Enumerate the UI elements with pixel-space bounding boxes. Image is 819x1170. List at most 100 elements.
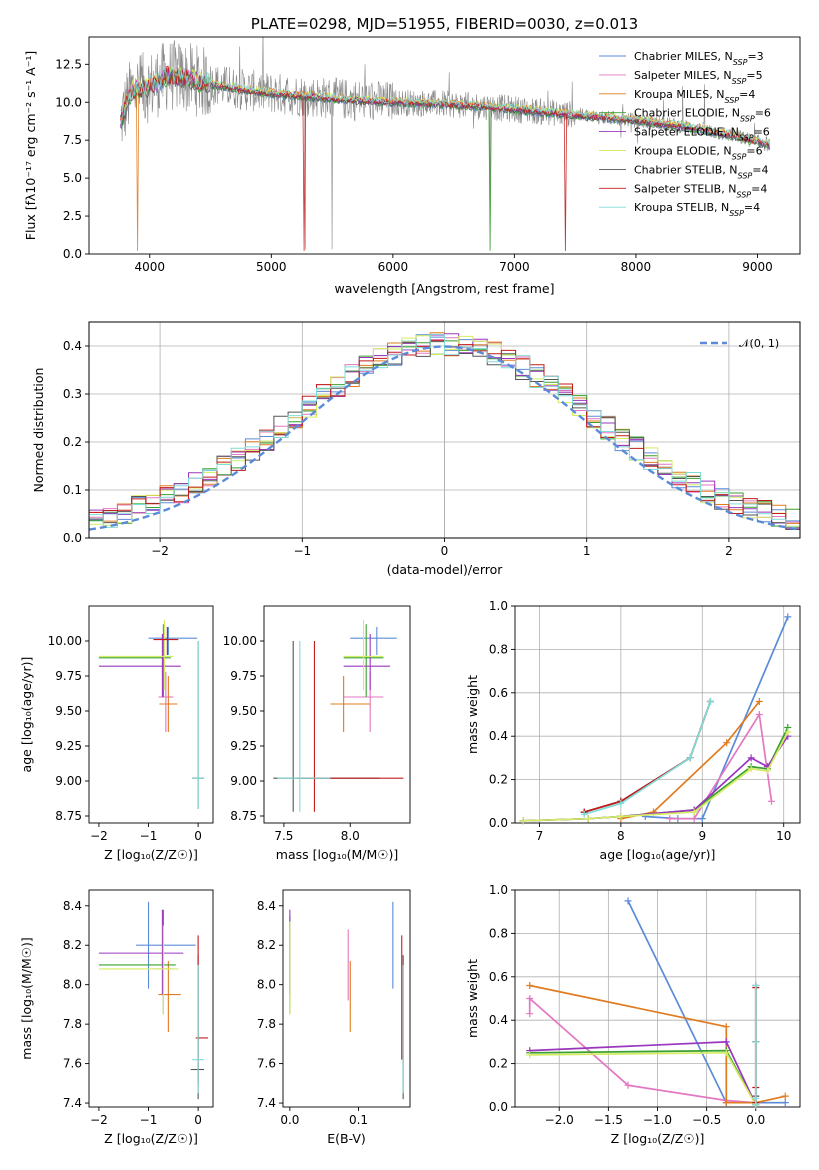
plus-marker bbox=[752, 1094, 760, 1102]
mass-weight-line bbox=[583, 701, 712, 813]
x-axis-label: Z [log₁₀(Z/Z☉)] bbox=[611, 1131, 705, 1146]
plus-marker bbox=[752, 1038, 760, 1046]
x-tick-label: 0 bbox=[194, 829, 202, 843]
histograms bbox=[89, 332, 800, 531]
y-tick-label: 7.6 bbox=[63, 1057, 82, 1071]
legend-subscript: SSP bbox=[740, 114, 755, 123]
error-bars bbox=[289, 901, 404, 1100]
legend-subscript: SSP bbox=[733, 58, 748, 67]
chart-title: PLATE=0298, MJD=51955, FIBERID=0030, z=0… bbox=[251, 15, 638, 33]
x-tick-label: −1 bbox=[140, 829, 158, 843]
x-tick-label: −0.5 bbox=[692, 1113, 721, 1127]
error-bars bbox=[98, 901, 209, 1100]
mass-weight-line bbox=[583, 701, 712, 816]
legend-subscript: SSP bbox=[732, 152, 747, 161]
plus-marker bbox=[617, 812, 625, 820]
legend-suffix: =4 bbox=[752, 163, 768, 176]
y-tick-label: 2.5 bbox=[63, 209, 82, 223]
axes-frame bbox=[88, 889, 214, 1108]
y-tick-label: 0.4 bbox=[489, 1013, 508, 1027]
x-tick-label: 9000 bbox=[742, 260, 773, 274]
panel-age-vs-Z: −2 −1 0 8.75 9.00 9.25 9.50 9.75 10.00 Z [log₁₀(Z… bbox=[19, 605, 214, 862]
axes-frame bbox=[514, 605, 801, 824]
mass-weight-line bbox=[529, 1051, 757, 1106]
legend-subscript: SSP bbox=[729, 209, 744, 218]
legend-entry: Kroupa STELIB, NSSP=4 bbox=[634, 201, 760, 218]
plus-marker bbox=[526, 1051, 534, 1059]
axes-frame bbox=[88, 605, 214, 824]
y-tick-label: 9.75 bbox=[230, 669, 257, 683]
legend-suffix: =6 bbox=[746, 145, 762, 158]
legend-name: Chabrier ELODIE, N bbox=[634, 107, 740, 120]
y-tick-label: 0.6 bbox=[489, 686, 508, 700]
x-tick-label: 9 bbox=[698, 829, 706, 843]
plus-marker bbox=[784, 613, 792, 621]
mass-weight-line bbox=[523, 731, 789, 822]
mass-weight-line bbox=[583, 701, 712, 813]
x-tick-label: −2 bbox=[90, 1113, 108, 1127]
y-axis-label: Normed distribution bbox=[31, 368, 46, 493]
y-tick-label: 0.2 bbox=[489, 1057, 508, 1071]
y-tick-label: 0.2 bbox=[489, 773, 508, 787]
legend-suffix: =5 bbox=[746, 69, 762, 82]
legend-entry: Kroupa MILES, NSSP=4 bbox=[634, 88, 755, 105]
legend-entry: Chabrier ELODIE, NSSP=6 bbox=[634, 107, 771, 124]
plus-marker bbox=[747, 765, 755, 773]
plus-marker bbox=[526, 995, 534, 1002]
y-tick-label: 0.8 bbox=[489, 926, 508, 940]
legend-subscript: SSP bbox=[724, 95, 739, 104]
plus-marker bbox=[706, 697, 714, 705]
plus-marker bbox=[768, 797, 775, 805]
y-tick-label: 9.75 bbox=[55, 669, 82, 683]
legend-suffix: =6 bbox=[754, 126, 770, 139]
y-axis-label: mass weight bbox=[465, 959, 480, 1038]
model-spectrum-line bbox=[120, 67, 770, 146]
legend-suffix: =4 bbox=[751, 182, 767, 195]
histogram-step bbox=[89, 333, 800, 528]
plus-marker bbox=[584, 815, 592, 823]
y-tick-label: 8.75 bbox=[55, 809, 82, 823]
x-tick-label: 0 bbox=[194, 1113, 202, 1127]
plus-marker bbox=[666, 815, 674, 823]
error-bars bbox=[273, 620, 404, 812]
y-axis-label: mass [log₁₀(M/M☉)] bbox=[19, 937, 34, 1059]
y-tick-label: 0.0 bbox=[489, 1100, 508, 1114]
y-tick-label: 0.0 bbox=[63, 247, 82, 261]
y-tick-label: 9.50 bbox=[55, 704, 82, 718]
y-axis-label: age [log₁₀(age/yr)] bbox=[19, 657, 34, 773]
plus-marker bbox=[763, 767, 771, 775]
plus-marker bbox=[624, 1081, 632, 1089]
y-tick-label: 12.5 bbox=[55, 57, 82, 71]
panel-massweight-vs-Z: −2.0 −1.5 −1.0 −0.5 0.0 0.0 0.2 0.4 0.6 0.8 1.0 Z [… bbox=[465, 883, 801, 1146]
plus-marker bbox=[698, 815, 706, 823]
plus-marker bbox=[686, 754, 694, 762]
y-tick-label: 7.5 bbox=[63, 133, 82, 147]
legend-suffix: =4 bbox=[744, 201, 760, 214]
plus-marker bbox=[755, 697, 763, 705]
x-tick-label: 7 bbox=[536, 829, 544, 843]
plus-marker bbox=[752, 1101, 760, 1109]
legend-suffix: =4 bbox=[739, 88, 755, 101]
plus-marker bbox=[690, 808, 698, 816]
y-tick-label: 0.2 bbox=[63, 435, 82, 449]
y-tick-label: 10.00 bbox=[223, 634, 257, 648]
plus-marker bbox=[722, 1023, 730, 1031]
y-tick-label: 0.0 bbox=[63, 531, 82, 545]
axes-frame bbox=[88, 321, 801, 539]
plus-marker bbox=[690, 815, 698, 823]
y-tick-label: 7.4 bbox=[63, 1096, 82, 1110]
y-tick-label: 8.75 bbox=[230, 809, 257, 823]
plus-marker bbox=[526, 981, 534, 989]
spectrum-lines bbox=[120, 37, 770, 252]
axes-frame bbox=[514, 889, 801, 1108]
legend-subscript: SSP bbox=[738, 171, 753, 180]
y-tick-label: 7.8 bbox=[257, 1017, 276, 1031]
legend-name: Kroupa STELIB, N bbox=[634, 201, 729, 214]
panel-spectrum: 4000 5000 6000 7000 8000 9000 0.0 2.5 5.0 7.5 10.0… bbox=[23, 15, 801, 296]
plus-marker bbox=[526, 1010, 534, 1018]
x-tick-label: −1 bbox=[293, 544, 311, 558]
plus-marker bbox=[752, 981, 760, 989]
y-tick-label: 9.25 bbox=[55, 739, 82, 753]
legend-suffix: =3 bbox=[747, 50, 763, 63]
